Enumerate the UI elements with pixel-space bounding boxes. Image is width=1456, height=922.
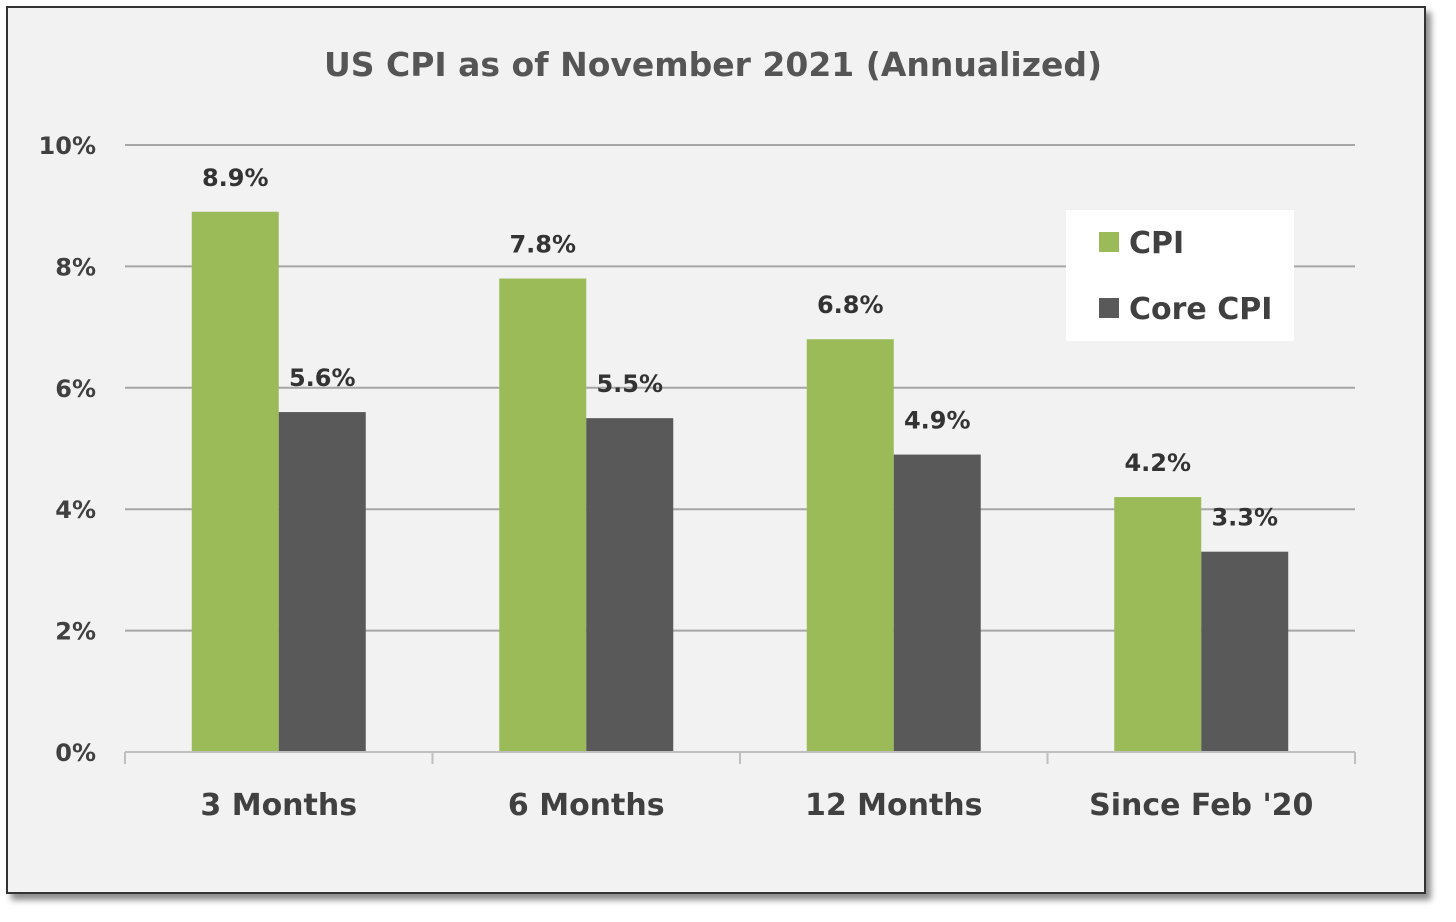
data-label-core-cpi: 5.6% bbox=[289, 364, 356, 392]
bar-core-cpi bbox=[278, 412, 366, 752]
y-axis-ticks: 0% 2% 4% 6% 8% 10% bbox=[39, 132, 96, 767]
legend-label-cpi: CPI bbox=[1129, 226, 1184, 261]
x-category-label: 6 Months bbox=[508, 788, 665, 823]
bar-cpi bbox=[806, 339, 894, 752]
y-tick-label: 4% bbox=[55, 496, 96, 524]
y-tick-label: 10% bbox=[39, 132, 96, 160]
x-axis: 3 Months 6 Months 12 Months Since Feb '20 bbox=[124, 751, 1356, 823]
y-tick-label: 0% bbox=[55, 739, 96, 767]
x-category-label: Since Feb '20 bbox=[1089, 788, 1313, 823]
y-tick-label: 8% bbox=[55, 253, 96, 281]
data-label-core-cpi: 3.3% bbox=[1211, 504, 1278, 532]
legend-label-core-cpi: Core CPI bbox=[1129, 292, 1272, 327]
legend-swatch-core-cpi bbox=[1099, 298, 1119, 318]
y-tick-label: 2% bbox=[55, 618, 96, 646]
data-label-cpi: 4.2% bbox=[1124, 449, 1191, 477]
bar-core-cpi bbox=[893, 454, 981, 752]
bar-core-cpi bbox=[1201, 551, 1289, 752]
bar-cpi bbox=[499, 278, 587, 752]
data-labels: 8.9% 7.8% 6.8% 4.2% 5.6% 5.5% 4.9% 3.3% bbox=[202, 164, 1278, 532]
legend: CPI Core CPI bbox=[1066, 210, 1294, 341]
data-label-cpi: 8.9% bbox=[202, 164, 269, 192]
data-label-core-cpi: 5.5% bbox=[596, 370, 663, 398]
bar-cpi bbox=[191, 211, 279, 752]
data-label-cpi: 7.8% bbox=[509, 231, 576, 259]
bar-core-cpi bbox=[586, 418, 674, 752]
y-tick-label: 6% bbox=[55, 375, 96, 403]
x-category-label: 12 Months bbox=[805, 788, 983, 823]
legend-box bbox=[1066, 210, 1294, 341]
bars bbox=[191, 211, 1289, 752]
legend-swatch-cpi bbox=[1099, 232, 1119, 252]
bar-cpi bbox=[1114, 497, 1202, 752]
chart-title: US CPI as of November 2021 (Annualized) bbox=[324, 45, 1102, 84]
x-category-label: 3 Months bbox=[200, 788, 357, 823]
data-label-cpi: 6.8% bbox=[817, 291, 884, 319]
data-label-core-cpi: 4.9% bbox=[904, 407, 971, 435]
